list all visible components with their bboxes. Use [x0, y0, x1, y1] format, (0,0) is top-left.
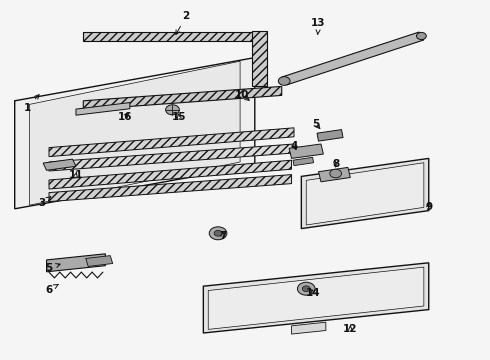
Polygon shape	[49, 160, 292, 189]
Polygon shape	[83, 86, 282, 110]
Polygon shape	[49, 175, 292, 202]
Polygon shape	[318, 167, 350, 182]
Text: 13: 13	[311, 18, 326, 34]
Polygon shape	[86, 256, 113, 266]
Polygon shape	[252, 31, 267, 86]
Polygon shape	[43, 159, 76, 170]
Polygon shape	[282, 32, 424, 85]
Polygon shape	[208, 267, 424, 329]
Polygon shape	[293, 157, 314, 166]
Text: 7: 7	[219, 231, 227, 241]
Text: 8: 8	[332, 159, 339, 169]
Polygon shape	[203, 263, 429, 333]
Text: 9: 9	[425, 202, 432, 212]
Text: 10: 10	[235, 90, 250, 100]
Circle shape	[302, 286, 310, 292]
Polygon shape	[15, 58, 255, 209]
Polygon shape	[289, 144, 323, 158]
Text: 5: 5	[46, 263, 60, 273]
Polygon shape	[49, 128, 294, 157]
Circle shape	[166, 105, 179, 115]
Text: 11: 11	[69, 170, 83, 180]
Circle shape	[297, 282, 315, 295]
Text: 3: 3	[38, 197, 50, 208]
Circle shape	[214, 230, 222, 236]
Circle shape	[278, 77, 290, 85]
Text: 14: 14	[306, 288, 321, 298]
Polygon shape	[292, 322, 326, 334]
Text: 16: 16	[118, 112, 132, 122]
Polygon shape	[301, 158, 429, 229]
Text: 5: 5	[313, 119, 320, 129]
Text: 2: 2	[176, 11, 190, 35]
Circle shape	[209, 227, 227, 240]
Text: 6: 6	[46, 284, 58, 295]
Polygon shape	[306, 163, 424, 225]
Polygon shape	[47, 254, 105, 272]
Circle shape	[416, 32, 426, 40]
Text: 1: 1	[24, 95, 39, 113]
Text: 12: 12	[343, 324, 358, 334]
Polygon shape	[317, 130, 343, 141]
Polygon shape	[29, 61, 240, 205]
Polygon shape	[83, 32, 255, 41]
Circle shape	[330, 169, 342, 178]
Text: 15: 15	[172, 112, 186, 122]
Polygon shape	[76, 103, 130, 115]
Polygon shape	[49, 144, 294, 171]
Text: 4: 4	[290, 141, 298, 151]
